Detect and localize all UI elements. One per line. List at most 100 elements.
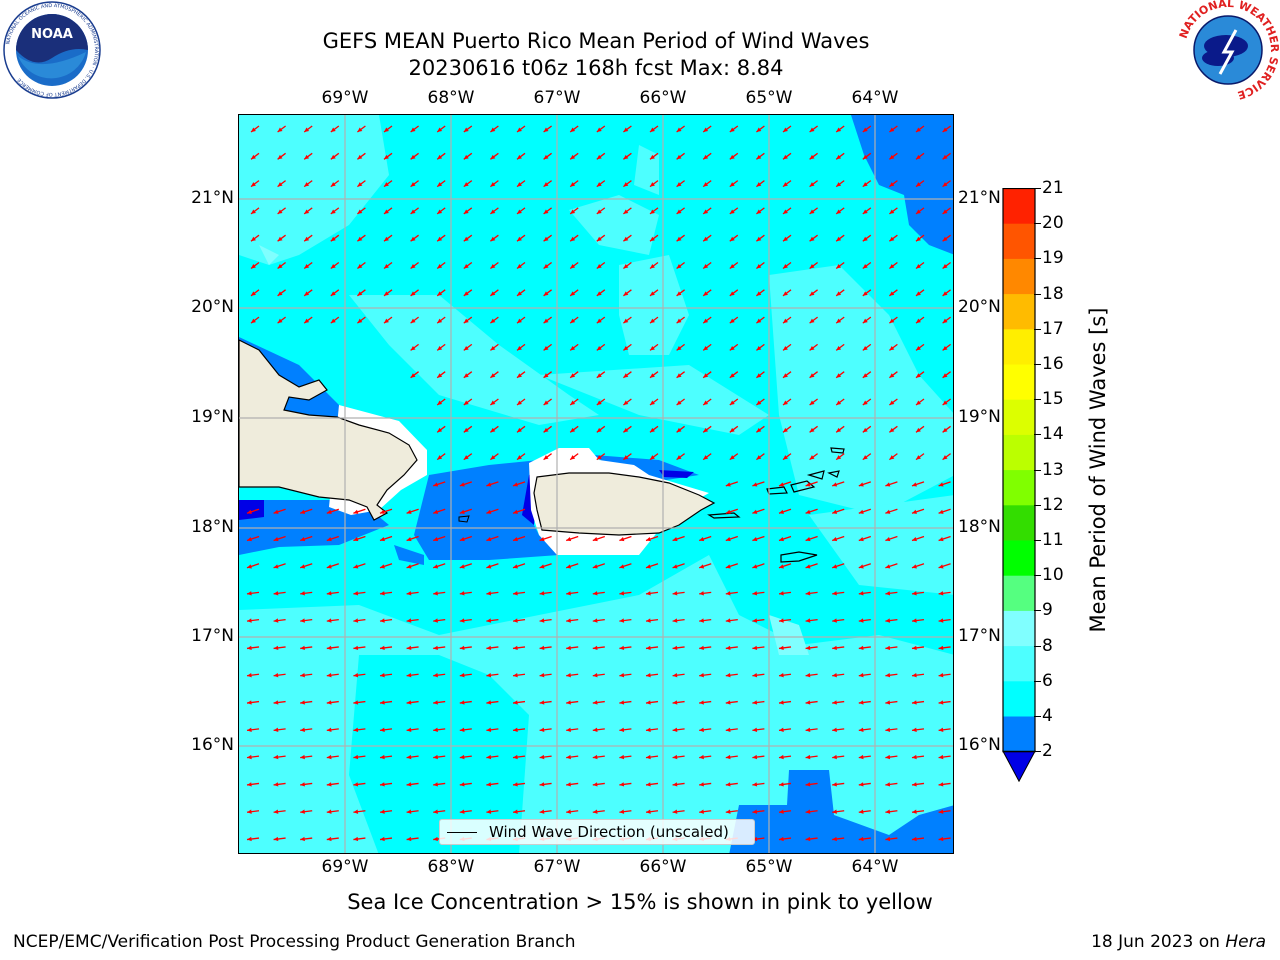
wind-wave-arrowhead <box>596 427 602 433</box>
wind-wave-arrowhead <box>916 291 921 296</box>
wind-wave-arrowhead <box>410 291 416 296</box>
wind-wave-arrowhead <box>380 645 385 651</box>
wind-wave-arrowhead <box>703 373 709 378</box>
wind-wave-arrowhead <box>699 591 704 596</box>
wind-wave-arrowhead <box>832 782 837 787</box>
wind-wave-arrowhead <box>938 754 944 760</box>
wind-wave-arrowhead <box>699 673 704 678</box>
wind-wave-arrowhead <box>326 809 332 814</box>
wind-wave-arrowhead <box>543 400 549 405</box>
wind-wave-arrowhead <box>756 182 762 187</box>
wind-wave-arrowhead <box>942 236 948 242</box>
wind-wave-arrowhead <box>592 754 598 760</box>
wind-wave-arrowhead <box>646 754 651 760</box>
wind-wave-arrowhead <box>942 455 948 460</box>
wind-wave-arrowhead <box>756 209 762 214</box>
wind-wave-arrowhead <box>672 618 678 623</box>
lat-label-left: 20°N <box>191 297 234 317</box>
wind-wave-arrowhead <box>300 836 305 842</box>
wind-wave-arrowhead <box>942 127 948 132</box>
colorbar-tick-mark <box>1034 469 1041 471</box>
wind-wave-arrowhead <box>300 673 305 678</box>
wind-wave-arrowhead <box>437 291 443 296</box>
wind-wave-arrowhead <box>300 591 305 596</box>
wind-wave-arrowhead <box>646 782 651 787</box>
colorbar-tick-label: 6 <box>1042 670 1053 691</box>
wind-wave-arrowhead <box>885 591 891 596</box>
wind-wave-arrowhead <box>326 673 332 678</box>
footer-credit: NCEP/EMC/Verification Post Processing Pr… <box>13 932 576 952</box>
wind-wave-arrowhead <box>862 455 868 460</box>
wind-wave-arrowhead <box>273 754 279 760</box>
wind-wave-arrowhead <box>752 700 758 705</box>
wind-wave-arrowhead <box>885 809 891 814</box>
wind-wave-arrowhead <box>725 591 731 596</box>
wind-wave-arrowhead <box>912 727 917 732</box>
wind-wave-arrowhead <box>862 182 868 187</box>
chart-subtitle: 20230616 t06z 168h fcst Max: 8.84 <box>408 56 784 80</box>
wind-wave-arrowhead <box>330 127 336 132</box>
wind-wave-arrowhead <box>592 618 598 623</box>
wind-wave-arrowhead <box>725 482 731 487</box>
colorbar-segment <box>1003 540 1035 576</box>
wind-wave-arrowhead <box>592 645 598 651</box>
wind-wave-arrowhead <box>809 154 815 160</box>
wind-wave-arrowhead <box>809 427 815 433</box>
wind-wave-arrowhead <box>437 127 443 132</box>
wind-wave-arrowhead <box>353 564 359 569</box>
wind-wave-arrowhead <box>623 373 629 378</box>
wind-wave-arrowhead <box>251 318 256 324</box>
wind-wave-arrowhead <box>916 345 921 351</box>
wind-wave-arrowhead <box>513 537 518 542</box>
wind-wave-arrowhead <box>273 673 279 678</box>
wind-wave-arrowhead <box>703 318 709 324</box>
wind-wave-arrowhead <box>251 291 256 296</box>
wind-wave-arrowhead <box>459 509 465 514</box>
wind-wave-arrowhead <box>912 564 917 569</box>
wind-wave-arrowhead <box>725 754 731 760</box>
wind-wave-arrowhead <box>756 127 762 132</box>
wind-wave-arrowhead <box>703 345 709 351</box>
light-band <box>349 295 599 425</box>
wind-wave-arrowhead <box>725 537 731 542</box>
wind-wave-arrowhead <box>676 455 682 460</box>
wind-wave-arrowhead <box>300 509 306 514</box>
virgin-islands <box>707 447 845 563</box>
wind-wave-arrowhead <box>729 264 735 269</box>
wind-wave-arrowhead <box>938 836 944 842</box>
wind-wave-arrowhead <box>889 455 895 460</box>
wind-wave-arrowhead <box>752 564 758 569</box>
wind-wave-arrowhead <box>862 209 868 214</box>
wind-wave-arrowhead <box>729 455 735 460</box>
wind-wave-arrowhead <box>832 564 838 569</box>
wind-wave-arrowhead <box>596 400 602 405</box>
wind-wave-arrowhead <box>330 182 336 187</box>
wind-wave-arrowhead <box>916 182 921 187</box>
wind-wave-arrowhead <box>463 373 469 378</box>
wind-wave-arrowhead <box>676 291 682 296</box>
wind-wave-arrowhead <box>938 509 944 514</box>
wind-wave-arrowhead <box>410 318 416 324</box>
wind-wave-arrowhead <box>862 345 868 351</box>
wind-wave-arrowhead <box>570 427 576 433</box>
wind-wave-arrowhead <box>357 154 363 160</box>
wind-wave-arrowhead <box>357 182 363 187</box>
wind-wave-arrowhead <box>247 537 252 542</box>
light-band <box>259 245 279 265</box>
wind-wave-arrowhead <box>752 645 758 651</box>
wind-wave-arrowhead <box>592 673 598 678</box>
wind-wave-arrowhead <box>623 236 629 242</box>
wind-wave-arrowhead <box>858 482 864 487</box>
wind-wave-arrowhead <box>570 345 576 351</box>
lat-label-right: 17°N <box>958 626 1001 646</box>
wind-wave-arrowhead <box>916 373 921 378</box>
wind-wave-arrowhead <box>703 400 709 405</box>
wind-wave-arrowhead <box>517 427 522 433</box>
wind-wave-arrowhead <box>836 455 842 460</box>
wind-wave-arrowhead <box>885 509 891 514</box>
wind-wave-arrowhead <box>889 236 895 242</box>
colorbar-under-triangle <box>1002 750 1036 782</box>
wind-wave-arrowhead <box>623 318 629 324</box>
wind-wave-arrowhead <box>783 154 788 160</box>
wind-wave-arrowhead <box>406 836 412 842</box>
